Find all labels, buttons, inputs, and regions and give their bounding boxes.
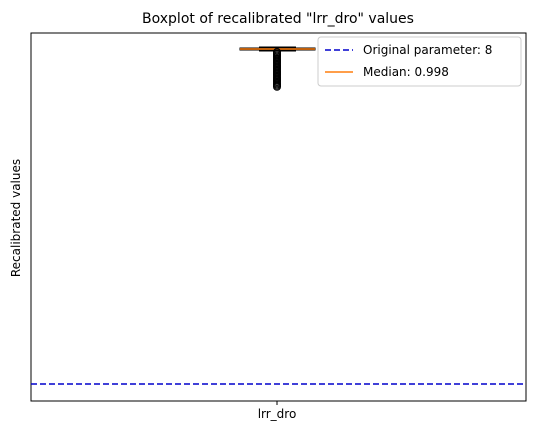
outlier-point — [273, 82, 281, 91]
plot-area — [30, 32, 527, 402]
legend-median-label: Median: 0.998 — [363, 65, 449, 79]
legend-reference-label: Original parameter: 8 — [363, 43, 492, 57]
boxplot-lrr-dro — [239, 46, 316, 91]
chart-title: Boxplot of recalibrated "lrr_dro" values — [142, 11, 414, 27]
outliers — [273, 48, 281, 91]
legend-box — [317, 36, 522, 87]
y-axis-label: Recalibrated values — [9, 159, 23, 277]
x-tick-label: lrr_dro — [258, 407, 297, 421]
legend: Original parameter: 8 Median: 0.998 — [317, 36, 522, 87]
